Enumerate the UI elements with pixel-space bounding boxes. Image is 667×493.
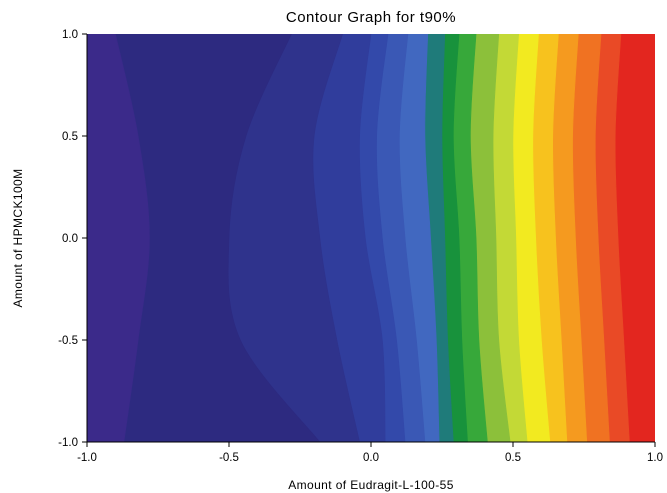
y-tick-label: -1.0 bbox=[58, 437, 78, 449]
y-tick-label: 0.0 bbox=[62, 233, 78, 245]
y-tick-label: -0.5 bbox=[58, 335, 78, 347]
y-tick-label: 0.5 bbox=[62, 131, 78, 143]
y-axis-label: Amount of HPMCK100M bbox=[11, 169, 25, 308]
x-tick-label: -0.5 bbox=[219, 452, 239, 464]
x-tick-label: 0.0 bbox=[363, 452, 379, 464]
contour-bands bbox=[87, 34, 655, 442]
x-tick-label: 0.5 bbox=[505, 452, 521, 464]
contour-band bbox=[87, 34, 321, 442]
x-tick-label: 1.0 bbox=[647, 452, 663, 464]
y-axis-ticks: 1.0 0.5 0.0 -0.5 -1.0 bbox=[58, 29, 87, 449]
x-axis-ticks: -1.0 -0.5 0.0 0.5 1.0 bbox=[77, 442, 663, 464]
chart-title: Contour Graph for t90% bbox=[286, 9, 456, 26]
y-tick-label: 1.0 bbox=[62, 29, 78, 41]
x-tick-label: -1.0 bbox=[77, 452, 97, 464]
contour-band bbox=[87, 34, 150, 442]
x-axis-label: Amount of Eudragit-L-100-55 bbox=[288, 478, 454, 492]
